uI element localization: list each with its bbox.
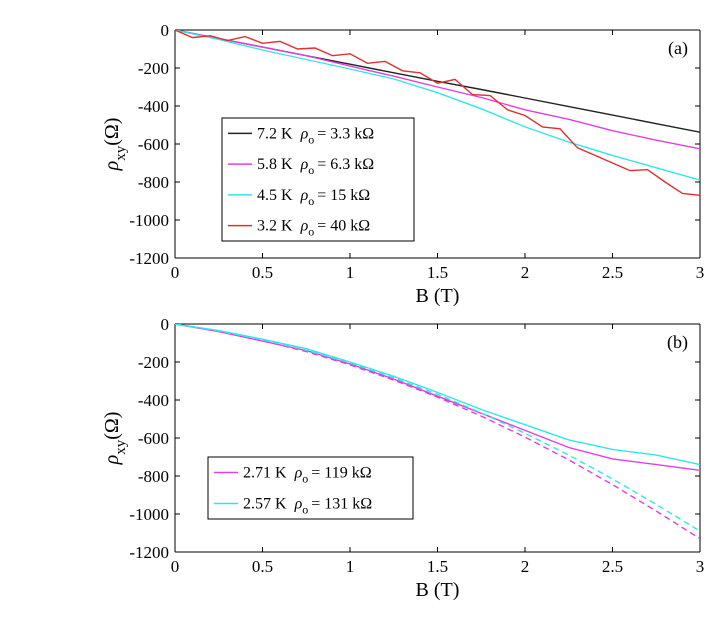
legend-rho-value: 15 kΩ — [330, 187, 370, 204]
x-tick-label: 3 — [696, 557, 705, 576]
series-line-2.57-K — [175, 324, 700, 466]
y-tick-label: 0 — [161, 21, 170, 40]
legend-rho-symbol: ρ — [300, 125, 309, 142]
legend-rho-value: 131 kΩ — [324, 496, 372, 513]
x-tick-label: 0.5 — [252, 263, 273, 282]
y-tick-label: -600 — [138, 135, 169, 154]
y-axis-label-subscript: xy — [113, 145, 129, 161]
series-line-fit-3 — [175, 324, 700, 532]
x-tick-label: 1 — [346, 263, 355, 282]
legend-series-name: 2.71 K — [243, 465, 287, 482]
x-tick-label: 1 — [346, 557, 355, 576]
x-axis-label: B (T) — [416, 579, 460, 601]
y-tick-label: -600 — [138, 429, 169, 448]
x-tick-label: 3 — [696, 263, 705, 282]
y-axis-label-symbol: ρ — [101, 455, 123, 466]
y-tick-label: -1000 — [129, 211, 169, 230]
series-line-fit-2 — [175, 324, 700, 540]
legend-rho-subscript: o — [308, 225, 314, 239]
legend-rho-subscript: o — [308, 163, 314, 177]
legend-entry: 4.5 K ρo = 15 kΩ — [257, 187, 370, 208]
x-axis-label: B (T) — [416, 285, 460, 307]
y-axis-label: ρxy(Ω) — [101, 118, 129, 172]
y-tick-label: -1000 — [129, 505, 169, 524]
legend-rho-symbol: ρ — [294, 465, 303, 482]
y-tick-label: -800 — [138, 173, 169, 192]
x-tick-label: 2 — [521, 263, 530, 282]
legend-entry: 7.2 K ρo = 3.3 kΩ — [257, 125, 374, 146]
x-tick-label: 0.5 — [252, 557, 273, 576]
legend-entry: 2.71 K ρo = 119 kΩ — [243, 465, 372, 486]
legend-entry: 2.57 K ρo = 131 kΩ — [243, 496, 372, 517]
panel-label: (a) — [668, 38, 688, 59]
legend-equals: = — [317, 156, 326, 173]
legend-equals: = — [311, 465, 320, 482]
series-line-2.71-K — [175, 324, 700, 471]
legend-equals: = — [317, 125, 326, 142]
x-tick-label: 2 — [521, 557, 530, 576]
y-axis-label-symbol: ρ — [101, 161, 123, 172]
legend-rho-subscript: o — [302, 503, 308, 517]
legend-rho-symbol: ρ — [300, 156, 309, 173]
legend-series-name: 4.5 K — [257, 187, 293, 204]
chart-panel-a: 0 0.5 1 1.5 2 2.5 3 0 -200 -400 -600 -800 -1000 -1200… — [101, 21, 704, 307]
x-tick-label: 1.5 — [427, 263, 448, 282]
legend-series-name: 2.57 K — [243, 496, 287, 513]
legend-equals: = — [317, 187, 326, 204]
legend-rho-value: 40 kΩ — [330, 218, 370, 235]
y-axis-label: ρxy(Ω) — [101, 412, 129, 466]
y-tick-label: -200 — [138, 59, 169, 78]
x-tick-label: 2.5 — [602, 263, 623, 282]
legend-rho-symbol: ρ — [300, 187, 309, 204]
chart-panel-b: 0 0.5 1 1.5 2 2.5 3 0 -200 -400 -600 -800 -1000 -1200… — [101, 315, 704, 601]
panel-label: (b) — [667, 332, 688, 353]
legend-rho-value: 3.3 kΩ — [330, 125, 374, 142]
legend-series-name: 7.2 K — [257, 125, 293, 142]
legend-rho-subscript: o — [308, 132, 314, 146]
legend-rho-value: 6.3 kΩ — [330, 156, 374, 173]
series-line-5.8-K — [175, 30, 700, 150]
legend-equals: = — [311, 496, 320, 513]
legend-rho-subscript: o — [308, 194, 314, 208]
y-tick-label: -400 — [138, 97, 169, 116]
legend-entry: 3.2 K ρo = 40 kΩ — [257, 218, 370, 239]
legend-rho-subscript: o — [302, 472, 308, 486]
legend-series-name: 3.2 K — [257, 218, 293, 235]
y-tick-label: -1200 — [129, 249, 169, 268]
legend-equals: = — [317, 218, 326, 235]
series-line-4.5-K — [175, 30, 700, 181]
legend-entry: 5.8 K ρo = 6.3 kΩ — [257, 156, 374, 177]
y-axis-label-unit: (Ω) — [101, 118, 123, 146]
series-group — [175, 324, 700, 540]
y-axis-label-subscript: xy — [113, 439, 129, 455]
y-tick-label: -200 — [138, 353, 169, 372]
x-tick-label: 0 — [171, 557, 180, 576]
legend-rho-value: 119 kΩ — [324, 465, 371, 482]
series-group — [175, 30, 700, 196]
x-tick-label: 2.5 — [602, 557, 623, 576]
y-tick-label: -800 — [138, 467, 169, 486]
y-tick-label: 0 — [161, 315, 170, 334]
legend-series-name: 5.8 K — [257, 156, 293, 173]
legend-box — [207, 456, 414, 520]
x-tick-label: 1.5 — [427, 557, 448, 576]
y-axis-label-unit: (Ω) — [101, 412, 123, 440]
legend-rho-symbol: ρ — [300, 218, 309, 235]
y-tick-label: -400 — [138, 391, 169, 410]
x-tick-label: 0 — [171, 263, 180, 282]
series-line-3.2-K — [175, 30, 700, 196]
legend-box — [221, 117, 415, 242]
legend-rho-symbol: ρ — [294, 496, 303, 513]
y-tick-label: -1200 — [129, 543, 169, 562]
